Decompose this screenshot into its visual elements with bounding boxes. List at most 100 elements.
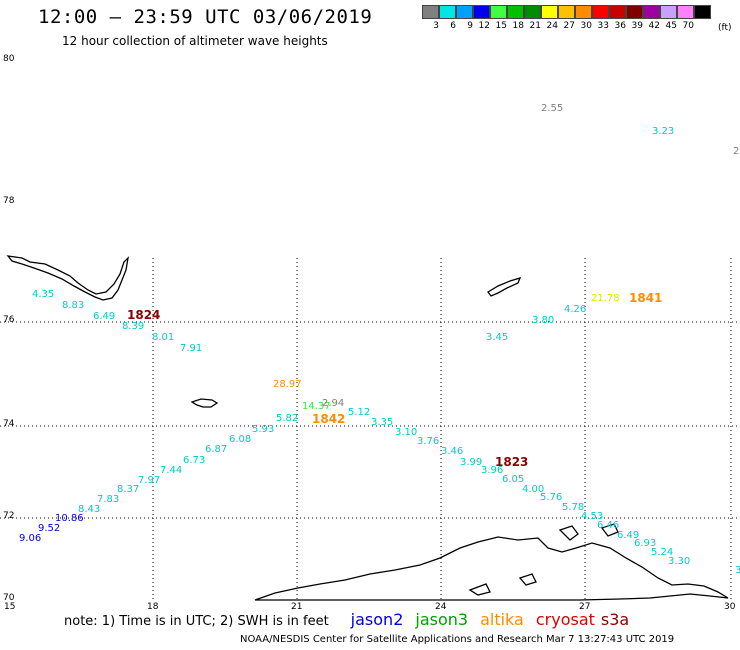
wave-height-label: 8.83 <box>62 300 84 311</box>
wave-height-label: 6.05 <box>502 474 524 485</box>
wave-height-labels: 2.55 3.23 2 4.35 8.83 6.49 8.39 8.01 7.91 21.78 4.… <box>19 103 740 576</box>
wave-height-label: 6.93 <box>634 538 656 549</box>
wave-height-label: 3.30 <box>668 556 690 567</box>
legend-label: 6 <box>450 21 456 31</box>
credit-line: NOAA/NESDIS Center for Satellite Applica… <box>240 634 675 645</box>
lat-label: 80 <box>3 54 15 64</box>
legend-label: 27 <box>563 21 575 31</box>
wave-height-label: 5.78 <box>562 502 584 513</box>
satellite-name: s3a <box>600 610 630 629</box>
wave-height-label: 2.55 <box>541 103 563 114</box>
satellite-name: jason2 <box>350 610 404 629</box>
legend-swatch <box>541 5 558 19</box>
wave-height-label: 3 <box>735 565 740 576</box>
legend-swatch <box>626 5 643 19</box>
wave-height-label: 3.45 <box>486 332 508 343</box>
graticule <box>0 258 740 600</box>
wave-height-label: 10.86 <box>55 513 84 524</box>
norway-coast <box>254 536 729 601</box>
legend-swatch <box>575 5 592 19</box>
legend-label: 70 <box>682 21 694 31</box>
norway-islands <box>468 523 619 596</box>
wave-height-label: 7.83 <box>97 494 119 505</box>
pass-time-label: 1841 <box>629 291 662 305</box>
pass-time-labels: 1824 1841 1842 1823 <box>127 291 662 469</box>
wave-height-label: 8.37 <box>117 484 139 495</box>
pass-time-label: 1824 <box>127 308 160 322</box>
wave-height-label: 3.96 <box>481 465 503 476</box>
wave-height-label: 6.08 <box>229 434 251 445</box>
wave-height-label: 9.52 <box>38 523 60 534</box>
wave-height-label: 5.76 <box>540 492 562 503</box>
legend-label: 18 <box>512 21 524 31</box>
legend-label: 12 <box>478 21 490 31</box>
legend-label: 24 <box>546 21 558 31</box>
wave-height-label: 3.10 <box>395 427 417 438</box>
wave-height-label: 3.80 <box>532 315 554 326</box>
legend-swatch <box>507 5 524 19</box>
lon-label: 21 <box>291 602 302 612</box>
latitude-labels: 80 78 76 74 72 70 <box>3 54 15 603</box>
lat-label: 74 <box>3 419 15 429</box>
wave-height-label: 7.97 <box>138 475 160 486</box>
longitude-labels: 15 18 21 24 27 30 <box>4 602 736 612</box>
wave-height-label: 5.12 <box>348 407 370 418</box>
legend-swatch <box>694 5 711 19</box>
lat-label: 78 <box>3 196 15 206</box>
legend-swatch <box>473 5 490 19</box>
satellite-name: altika <box>480 610 524 629</box>
legend-swatch <box>609 5 626 19</box>
lon-label: 24 <box>435 602 447 612</box>
legend-labels: 3 6 9 12 15 18 21 24 27 30 33 36 39 42 45 70 <box>422 21 711 31</box>
legend-unit: (ft) <box>718 23 732 33</box>
wave-height-label: 6.49 <box>93 311 115 322</box>
svalbard-coast <box>6 255 129 301</box>
legend-swatch <box>456 5 473 19</box>
lon-label: 30 <box>724 602 736 612</box>
legend-label: 33 <box>597 21 609 31</box>
lon-label: 27 <box>579 602 590 612</box>
wave-height-label: 14.37 <box>302 401 331 412</box>
wave-height-label: 4.53 <box>581 511 603 522</box>
wave-height-label: 4.35 <box>32 289 54 300</box>
legend-label: 9 <box>467 21 473 31</box>
legend-swatch <box>643 5 660 19</box>
legend-swatch <box>592 5 609 19</box>
wave-height-label: 4.26 <box>564 304 586 315</box>
lon-label: 15 <box>4 602 15 612</box>
kong-karls-land <box>487 276 522 297</box>
legend-swatch <box>490 5 507 19</box>
wave-height-label: 3.23 <box>652 126 674 137</box>
wave-height-label: 6.87 <box>205 444 227 455</box>
legend-label: 42 <box>648 21 660 31</box>
legend-swatches <box>422 5 711 19</box>
wave-height-label: 4.00 <box>522 484 544 495</box>
legend-label: 30 <box>580 21 592 31</box>
wave-height-label: 2 <box>733 146 739 157</box>
legend-swatch <box>660 5 677 19</box>
satellite-name: cryosat <box>535 610 595 629</box>
legend-label: 21 <box>529 21 541 31</box>
legend-label: 39 <box>631 21 643 31</box>
legend-swatch <box>422 5 439 19</box>
wave-height-label: 7.91 <box>180 343 202 354</box>
lat-label: 76 <box>3 315 15 325</box>
wave-height-label: 7.44 <box>160 465 182 476</box>
bear-island <box>190 398 219 408</box>
wave-height-label: 3.76 <box>417 436 439 447</box>
legend-label: 36 <box>614 21 626 31</box>
color-legend: 3 6 9 12 15 18 21 24 27 30 33 36 39 42 45 70 (ft) <box>422 5 732 33</box>
satellite-name: jason3 <box>415 610 469 629</box>
legend-swatch <box>439 5 456 19</box>
pass-time-label: 1842 <box>312 412 345 426</box>
lat-label: 70 <box>3 593 15 603</box>
wave-height-label: 8.43 <box>78 504 100 515</box>
note-text: note: 1) Time is in UTC; 2) SWH is in fe… <box>64 614 329 629</box>
wave-height-label: 2.94 <box>322 398 344 409</box>
wave-height-label: 6.73 <box>183 455 205 466</box>
chart-title: 12:00 – 23:59 UTC 03/06/2019 <box>38 6 373 28</box>
chart-subtitle: 12 hour collection of altimeter wave hei… <box>62 34 328 48</box>
wave-height-label: 5.24 <box>651 547 673 558</box>
lat-label: 72 <box>3 511 14 521</box>
